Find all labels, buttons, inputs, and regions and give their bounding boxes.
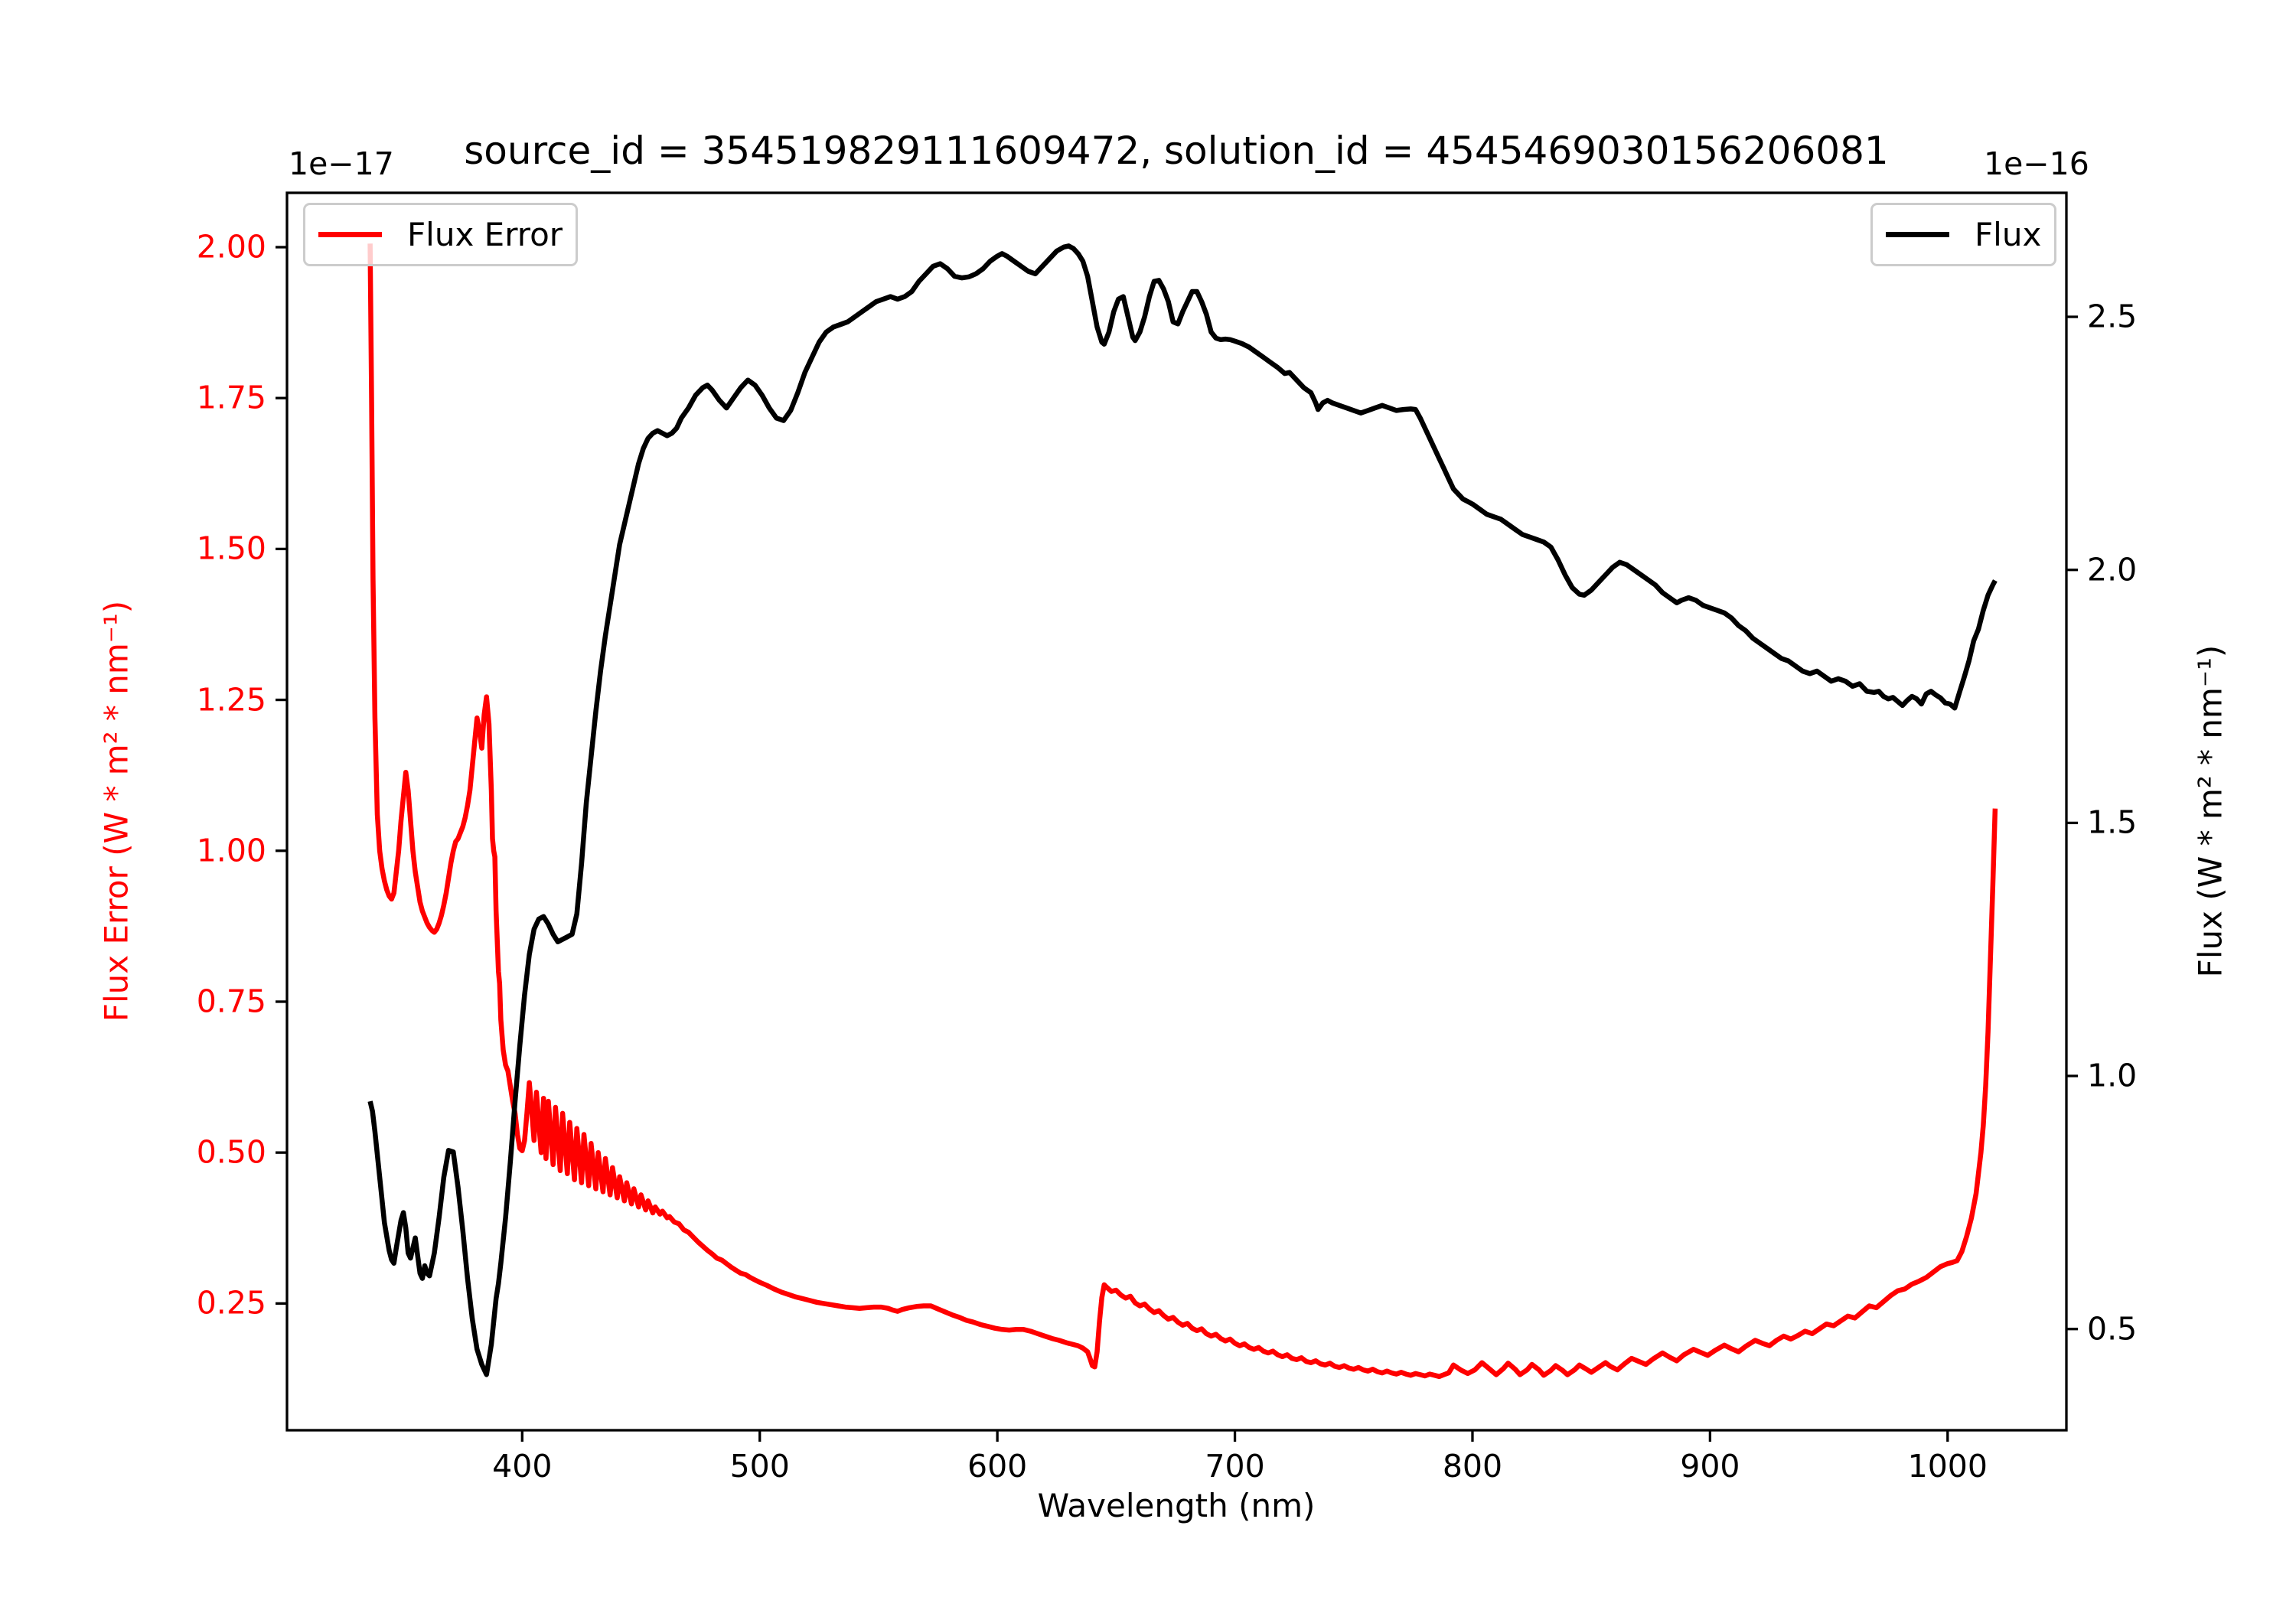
right-y-tick-label: 0.5 [2087, 1310, 2138, 1348]
left-y-tick-label: 1.75 [196, 379, 266, 416]
left-y-tick-label: 0.25 [196, 1284, 266, 1322]
left-axis-offset-text: 1e−17 [289, 145, 394, 182]
right-y-tick-label: 1.0 [2087, 1057, 2138, 1094]
flux-error-legend-label: Flux Error [407, 216, 563, 253]
axes-frame [285, 191, 2068, 1432]
chart-title: source_id = 354519829111609472, solution… [464, 129, 1889, 173]
left-y-tick-label: 1.00 [196, 832, 266, 869]
right-y-tick-label: 1.5 [2087, 804, 2138, 841]
left-y-tick-label: 1.25 [196, 681, 266, 719]
flux-legend-label: Flux [1975, 216, 2042, 253]
x-axis-label: Wavelength (nm) [1037, 1487, 1316, 1524]
x-tick-label: 400 [492, 1448, 553, 1485]
x-tick-label: 500 [729, 1448, 790, 1485]
right-y-axis-label: Flux (W * m² * nm⁻¹) [2191, 644, 2229, 978]
right-axis-offset-text: 1e−16 [1984, 145, 2089, 182]
legend-flux: Flux [1870, 203, 2057, 266]
left-y-tick-label: 0.50 [196, 1133, 266, 1171]
right-y-tick-label: 2.0 [2087, 551, 2138, 588]
x-tick-label: 900 [1680, 1448, 1740, 1485]
x-tick-label: 600 [967, 1448, 1028, 1485]
x-tick-label: 800 [1442, 1448, 1503, 1485]
left-y-axis-label: Flux Error (W * m² * nm⁻¹) [97, 600, 135, 1022]
x-tick-label: 1000 [1907, 1448, 1988, 1485]
left-y-tick-label: 0.75 [196, 983, 266, 1020]
right-y-tick-label: 2.5 [2087, 298, 2138, 335]
flux-line [367, 243, 1998, 1377]
x-tick-label: 700 [1205, 1448, 1265, 1485]
flux-error-line [367, 243, 1998, 1380]
flux-error-legend-line [318, 232, 382, 237]
flux-legend-line [1886, 232, 1949, 237]
legend-flux-error: Flux Error [303, 203, 579, 266]
left-y-tick-label: 1.50 [196, 530, 266, 567]
left-y-tick-label: 2.00 [196, 228, 266, 266]
